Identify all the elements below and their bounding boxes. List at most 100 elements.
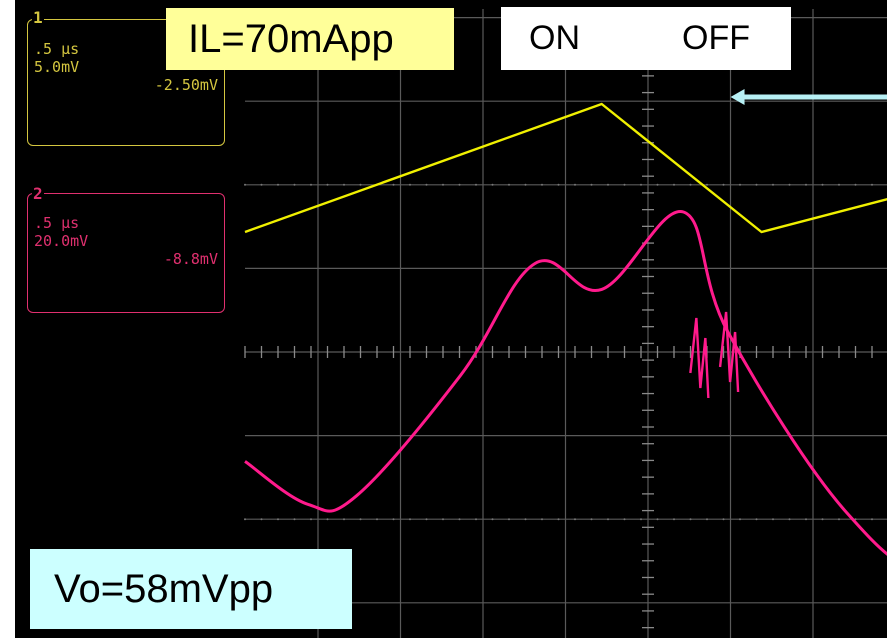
grid-dot xyxy=(689,183,692,186)
grid-dot xyxy=(442,518,444,521)
channel-1-waveform xyxy=(244,102,887,234)
grid-dot xyxy=(244,183,246,186)
oscilloscope-screen: .5 µs 5.0mV -2.50mV 1 .5 µs 20.0mV -8.8m… xyxy=(15,0,887,638)
channel-2-offset: -8.8mV xyxy=(163,250,218,268)
grid-dot xyxy=(574,183,576,186)
grid-dot xyxy=(392,183,395,186)
grid-dot xyxy=(656,183,659,186)
grid-dot xyxy=(359,518,362,521)
grid-dot xyxy=(640,183,642,186)
grid-dot xyxy=(623,183,626,186)
grid-dot xyxy=(310,518,312,521)
grid-dot xyxy=(607,183,609,186)
grid-dot xyxy=(491,183,494,186)
grid-dot xyxy=(310,183,312,186)
channel-1-scale: 5.0mV xyxy=(34,58,80,76)
on-arrow xyxy=(730,89,887,105)
grid-dot xyxy=(673,518,675,521)
channel-1-timebase: .5 µs xyxy=(34,40,80,58)
grid-dot xyxy=(805,518,807,521)
grid-dot xyxy=(772,183,774,186)
grid-dot xyxy=(293,183,296,186)
grid-dot xyxy=(838,518,840,521)
grid-dot xyxy=(244,518,246,521)
grid-dot xyxy=(425,183,428,186)
grid-dot xyxy=(871,183,873,186)
grid-dot xyxy=(524,183,527,186)
grid-dot xyxy=(442,183,444,186)
grid-dot xyxy=(871,518,873,521)
grid-dot xyxy=(689,518,692,521)
off-label: OFF xyxy=(682,19,750,57)
channel-2-timebase: .5 µs xyxy=(34,214,80,232)
grid-dot xyxy=(772,518,774,521)
grid-dot xyxy=(838,183,840,186)
grid-dot xyxy=(640,518,642,521)
grid-dot xyxy=(343,183,345,186)
grid-dot xyxy=(722,518,725,521)
grid-dot xyxy=(541,183,543,186)
grid-dot xyxy=(425,518,428,521)
grid-dot xyxy=(623,518,626,521)
grid-dot xyxy=(359,183,362,186)
grid-dot xyxy=(409,518,411,521)
grid-dot xyxy=(755,183,758,186)
grid-dot xyxy=(821,518,824,521)
grid-dot xyxy=(788,183,791,186)
channel-1-readout: .5 µs 5.0mV -2.50mV xyxy=(27,19,225,146)
grid-dot xyxy=(475,183,477,186)
grid-dot xyxy=(343,518,345,521)
channel-1-offset: -2.50mV xyxy=(154,76,218,94)
grid-lines xyxy=(244,8,887,638)
on-off-label-box: ON OFF xyxy=(501,7,791,70)
grid-dot xyxy=(557,518,560,521)
output-ripple-label: Vo=58mVpp xyxy=(30,549,352,629)
channel-2-spike xyxy=(718,311,740,393)
grid-dot xyxy=(409,183,411,186)
grid-dot xyxy=(706,518,708,521)
grid-dot xyxy=(277,518,279,521)
channel-1-trace xyxy=(244,102,887,234)
grid-dot xyxy=(607,518,609,521)
grid-dot xyxy=(656,518,659,521)
graticule xyxy=(244,8,887,638)
channel-2-scale: 20.0mV xyxy=(34,232,89,250)
channel-2-number: 2 xyxy=(32,184,44,203)
grid-dot xyxy=(590,183,593,186)
grid-dot xyxy=(722,183,725,186)
grid-dot xyxy=(277,183,279,186)
grid-dot xyxy=(854,183,857,186)
grid-dot xyxy=(673,183,675,186)
grid-dot xyxy=(293,518,296,521)
grid-dot xyxy=(739,183,741,186)
channel-2-readout: .5 µs 20.0mV -8.8mV xyxy=(27,193,225,313)
grid-dot xyxy=(541,518,543,521)
grid-dot xyxy=(458,518,461,521)
channel-2-trace xyxy=(244,210,887,556)
grid-dot xyxy=(524,518,527,521)
on-label: ON xyxy=(529,19,580,57)
grid-dot xyxy=(821,183,824,186)
grid-dot xyxy=(574,518,576,521)
grid-dot xyxy=(590,518,593,521)
grid-dot xyxy=(458,183,461,186)
grid-dot xyxy=(557,183,560,186)
grid-dot xyxy=(326,183,329,186)
channel-2-spike xyxy=(689,317,710,399)
grid-dot xyxy=(260,518,263,521)
grid-dot xyxy=(508,518,510,521)
grid-dot xyxy=(392,518,395,521)
grid-dot xyxy=(475,518,477,521)
grid-dot xyxy=(376,518,378,521)
grid-dot xyxy=(788,518,791,521)
channel-2-waveform xyxy=(244,210,887,556)
grid-dot xyxy=(491,518,494,521)
grid-dot xyxy=(706,183,708,186)
grid-dot xyxy=(755,518,758,521)
grid-dot xyxy=(805,183,807,186)
channel-1-number: 1 xyxy=(32,8,44,27)
grid-dot xyxy=(739,518,741,521)
grid-dot xyxy=(326,518,329,521)
grid-dot xyxy=(508,183,510,186)
inductor-current-label: IL=70mApp xyxy=(166,8,454,70)
